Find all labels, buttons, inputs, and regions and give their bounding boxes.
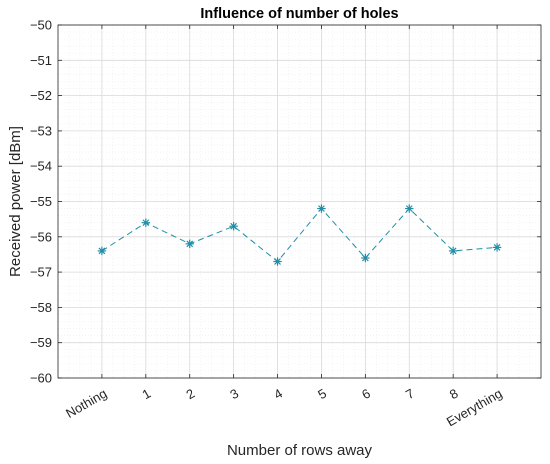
y-tick-label: −59 [30,335,52,350]
y-tick-label: −56 [30,229,52,244]
series-group [97,204,502,266]
data-point-marker [273,257,282,266]
y-tick-label: −52 [30,88,52,103]
data-point-marker [229,222,238,231]
y-axis-label: Received power [dBm] [7,126,24,277]
x-axis-label: Number of rows away [227,442,373,459]
data-point-marker [97,246,107,256]
y-tick-label: −51 [30,53,52,68]
x-tick-label: Nothing [63,386,109,421]
y-axis-ticks: −50 −51 −52 −53 −54 −55 −56 −57 −58 −59 −60 [30,18,541,386]
data-point-marker [141,218,151,227]
y-tick-label: −57 [30,265,52,280]
minor-grid [58,25,541,378]
x-tick-label: 4 [271,386,285,403]
y-tick-label: −50 [30,18,52,33]
chart-title: Influence of number of holes [200,6,398,22]
x-tick-label: 1 [140,386,154,403]
y-tick-label: −58 [30,300,52,315]
y-tick-label: −60 [30,371,52,386]
x-tick-label: 8 [447,386,461,403]
x-tick-label: 7 [403,386,417,403]
data-point-marker [448,246,458,256]
x-tick-label: 3 [227,386,241,403]
x-tick-label: 6 [359,386,373,403]
data-point-marker [185,239,194,249]
y-tick-label: −53 [30,123,52,138]
y-tick-label: −55 [30,194,52,209]
y-tick-label: −54 [30,159,52,174]
data-point-marker [317,204,326,213]
x-tick-label: 5 [315,386,329,403]
data-point-marker [405,204,414,213]
data-point-marker [492,243,502,252]
data-point-marker [361,253,370,263]
x-tick-label: 2 [183,386,197,403]
